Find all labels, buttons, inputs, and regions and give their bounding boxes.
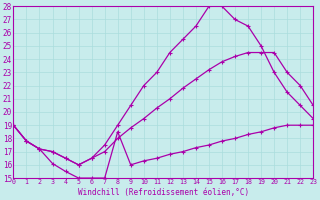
X-axis label: Windchill (Refroidissement éolien,°C): Windchill (Refroidissement éolien,°C) [78, 188, 249, 197]
